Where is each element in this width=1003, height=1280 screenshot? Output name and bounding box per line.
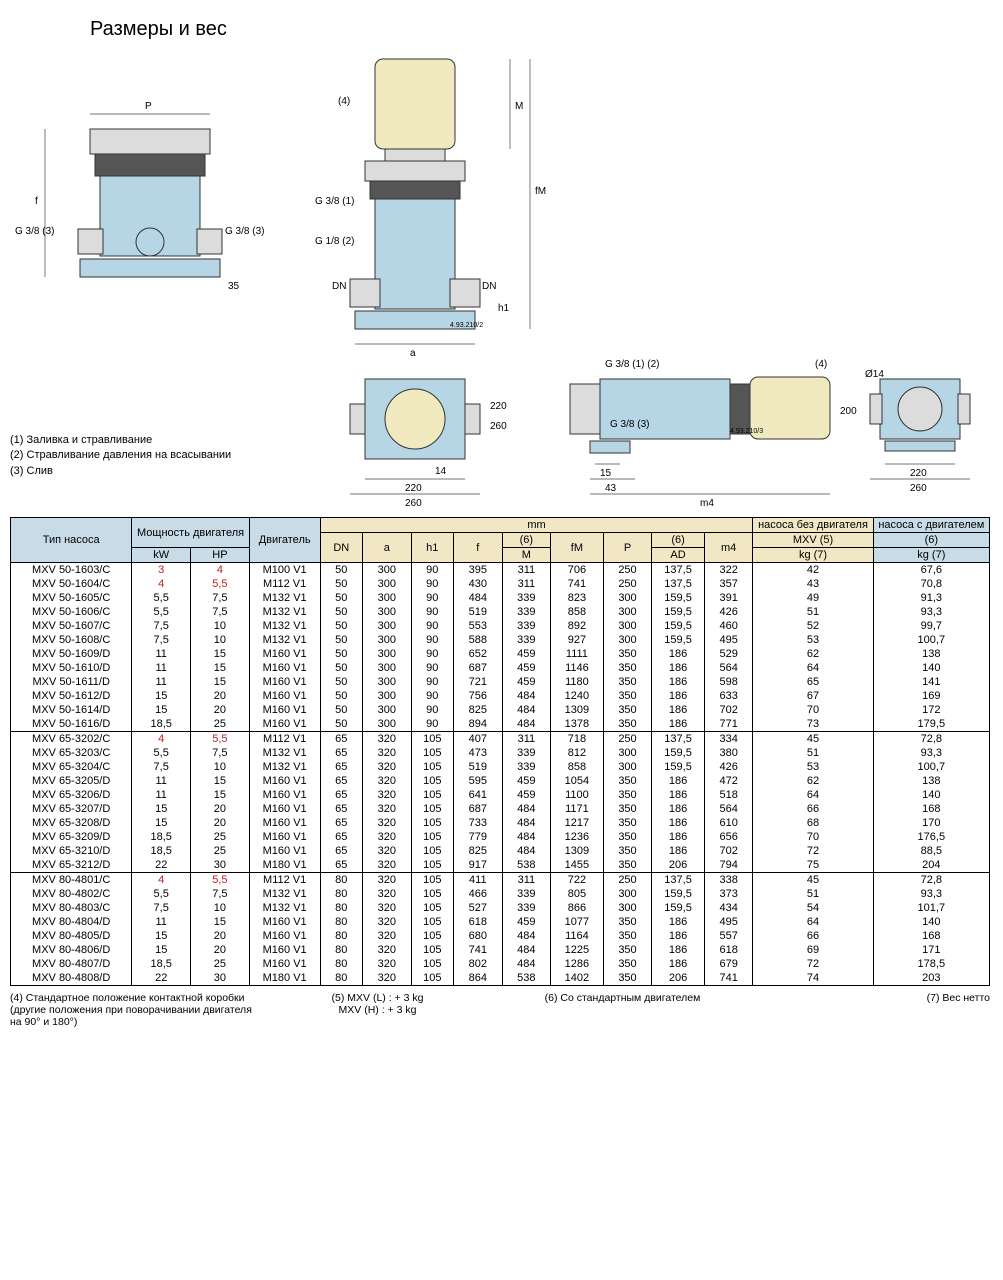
diagram-legend: (1) Заливка и стравливание (2) Стравлива…: [10, 433, 231, 479]
hdr-wno: насоса без двигателя: [753, 518, 873, 533]
table-row: MXV 80-4805/D1520M160 V18032010568048411…: [11, 929, 990, 943]
table-row: MXV 50-1611/D1115M160 V15030090721459118…: [11, 675, 990, 689]
page-title: Размеры и вес: [90, 18, 993, 41]
svg-text:14: 14: [435, 466, 447, 477]
svg-text:(4): (4): [815, 359, 827, 370]
table-row: MXV 50-1608/C7,510M132 V1503009058833992…: [11, 633, 990, 647]
svg-text:G 3/8 (3): G 3/8 (3): [225, 226, 264, 237]
table-row: MXV 50-1612/D1520M160 V15030090756484124…: [11, 689, 990, 703]
footnote-6: (6) Со стандартным двигателем: [545, 992, 701, 1004]
footnote-4b: (другие положения при поворачивании двиг…: [10, 1004, 255, 1028]
svg-text:220: 220: [910, 468, 927, 479]
table-row: MXV 65-3209/D18,525M160 V165320105779484…: [11, 830, 990, 844]
svg-text:220: 220: [405, 483, 422, 494]
table-row: MXV 50-1616/D18,525M160 V150300908944841…: [11, 717, 990, 732]
svg-text:220: 220: [490, 401, 507, 412]
table-row: MXV 65-3202/C45,5M112 V16532010540731171…: [11, 732, 990, 747]
hdr-mm: mm: [320, 518, 753, 533]
svg-text:260: 260: [910, 483, 927, 494]
svg-text:Ø14: Ø14: [865, 369, 884, 380]
table-row: MXV 65-3205/D1115M160 V16532010559545910…: [11, 774, 990, 788]
table-row: MXV 50-1614/D1520M160 V15030090825484130…: [11, 703, 990, 717]
svg-text:P: P: [145, 101, 152, 112]
hdr-motor: Двигатель: [249, 518, 320, 563]
legend-2: (2) Стравливание давления на всасывании: [10, 448, 231, 463]
table-row: MXV 50-1610/D1115M160 V15030090687459114…: [11, 661, 990, 675]
hdr-model: Тип насоса: [11, 518, 132, 563]
table-row: MXV 65-3206/D1115M160 V16532010564145911…: [11, 788, 990, 802]
table-row: MXV 80-4807/D18,525M160 V180320105802484…: [11, 957, 990, 971]
svg-text:f: f: [35, 196, 38, 207]
table-row: MXV 80-4802/C5,57,5M132 V180320105466339…: [11, 887, 990, 901]
table-body: MXV 50-1603/C34M100 V1503009039531170625…: [11, 563, 990, 986]
svg-text:G 3/8 (3): G 3/8 (3): [610, 419, 649, 430]
table-row: MXV 50-1603/C34M100 V1503009039531170625…: [11, 563, 990, 578]
table-row: MXV 50-1606/C5,57,5M132 V150300905193398…: [11, 605, 990, 619]
table-row: MXV 80-4808/D2230M180 V18032010586453814…: [11, 971, 990, 986]
table-row: MXV 65-3210/D18,525M160 V165320105825484…: [11, 844, 990, 858]
svg-text:G 3/8 (1) (2): G 3/8 (1) (2): [605, 359, 659, 370]
diagrams: P f G 3/8 (3) G 3/8 (3) 35 AD (4) M fM: [10, 49, 990, 509]
svg-text:260: 260: [490, 421, 507, 432]
table-row: MXV 65-3212/D2230M180 V16532010591753814…: [11, 858, 990, 873]
svg-text:G 3/8 (3): G 3/8 (3): [15, 226, 54, 237]
hdr-power: Мощность двигателя: [132, 518, 249, 548]
table-row: MXV 65-3208/D1520M160 V16532010573348412…: [11, 816, 990, 830]
hdr-wmt: насоса с двигателем: [873, 518, 989, 533]
table-row: MXV 65-3204/C7,510M132 V1653201055193398…: [11, 760, 990, 774]
svg-text:43: 43: [605, 483, 617, 494]
table-row: MXV 50-1609/D1115M160 V15030090652459111…: [11, 647, 990, 661]
svg-text:m4: m4: [700, 498, 714, 509]
table-row: MXV 50-1605/C5,57,5M132 V150300904843398…: [11, 591, 990, 605]
svg-text:G 3/8 (1): G 3/8 (1): [315, 196, 354, 207]
table-row: MXV 65-3207/D1520M160 V16532010568748411…: [11, 802, 990, 816]
svg-text:35: 35: [228, 281, 240, 292]
svg-text:4.93.210/2: 4.93.210/2: [450, 322, 483, 329]
svg-text:200: 200: [840, 406, 857, 417]
svg-text:fM: fM: [535, 186, 546, 197]
legend-1: (1) Заливка и стравливание: [10, 433, 231, 448]
footnote-5a: (5) MXV (L) : + 3 kg: [255, 992, 500, 1004]
footnote-7: (7) Вес нетто: [927, 992, 990, 1004]
footnote-5b: MXV (H) : + 3 kg: [255, 1004, 500, 1016]
svg-text:260: 260: [405, 498, 422, 509]
table-row: MXV 80-4804/D1115M160 V18032010561845910…: [11, 915, 990, 929]
table-row: MXV 80-4801/C45,5M112 V18032010541131172…: [11, 873, 990, 888]
svg-text:4.93.210/3: 4.93.210/3: [730, 428, 763, 435]
table-row: MXV 50-1607/C7,510M132 V1503009055333989…: [11, 619, 990, 633]
svg-text:DN: DN: [482, 281, 496, 292]
svg-text:DN: DN: [332, 281, 346, 292]
svg-text:15: 15: [600, 468, 612, 479]
spec-table: Тип насоса Мощность двигателя Двигатель …: [10, 517, 990, 986]
footnotes: (4) Стандартное положение контактной кор…: [10, 992, 990, 1028]
table-row: MXV 80-4803/C7,510M132 V1803201055273398…: [11, 901, 990, 915]
table-row: MXV 80-4806/D1520M160 V18032010574148412…: [11, 943, 990, 957]
svg-text:G 1/8 (2): G 1/8 (2): [315, 236, 354, 247]
svg-text:a: a: [410, 348, 416, 359]
table-row: MXV 65-3203/C5,57,5M132 V165320105473339…: [11, 746, 990, 760]
footnote-4a: (4) Стандартное положение контактной кор…: [10, 992, 255, 1004]
svg-text:M: M: [515, 101, 523, 112]
table-header: Тип насоса Мощность двигателя Двигатель …: [11, 518, 990, 563]
svg-text:h1: h1: [498, 303, 510, 314]
svg-text:(4): (4): [338, 96, 350, 107]
legend-3: (3) Слив: [10, 464, 231, 479]
table-row: MXV 50-1604/C45,5M112 V15030090430311741…: [11, 577, 990, 591]
